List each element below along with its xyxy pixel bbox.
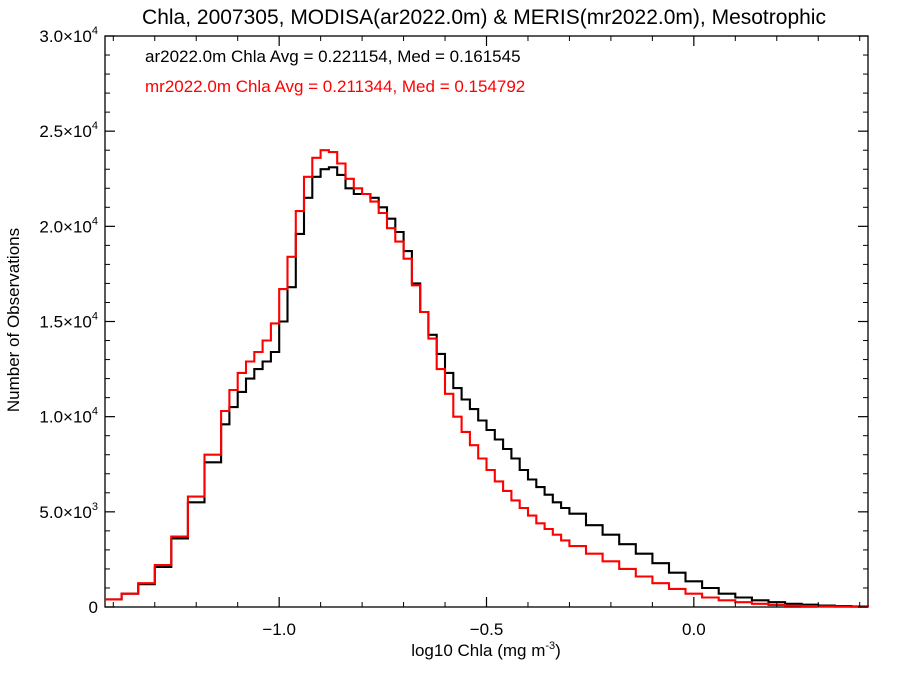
x-axis-label-main: log10 Chla (mg m <box>411 641 545 660</box>
series-line-0 <box>105 166 870 608</box>
annotation-meris-stats: mr2022.0m Chla Avg = 0.211344, Med = 0.1… <box>145 77 525 96</box>
y-tick-label: 2.5×104 <box>39 120 98 141</box>
y-tick-label: 1.0×104 <box>39 406 98 427</box>
y-tick-label: 0 <box>89 598 98 617</box>
y-axis-label: Number of Observations <box>4 228 23 412</box>
x-tick-label: 0.0 <box>682 620 706 639</box>
y-tick-label: 3.0×104 <box>39 25 98 46</box>
annotation-modisa-stats: ar2022.0m Chla Avg = 0.221154, Med = 0.1… <box>145 47 521 66</box>
y-tick-label: 1.5×104 <box>39 311 98 332</box>
x-tick-label: −0.5 <box>470 620 504 639</box>
series-line-1 <box>105 149 870 608</box>
x-tick-label: −1.0 <box>262 620 296 639</box>
y-tick-label: 2.0×104 <box>39 215 98 236</box>
x-axis-label-end: ) <box>555 641 561 660</box>
x-axis-label: log10 Chla (mg m-3) <box>411 640 561 660</box>
y-tick-label: 5.0×103 <box>39 501 98 522</box>
x-axis-label-sup: -3 <box>545 640 555 652</box>
plot-frame <box>104 35 869 608</box>
chart-title: Chla, 2007305, MODISA(ar2022.0m) & MERIS… <box>142 6 826 29</box>
